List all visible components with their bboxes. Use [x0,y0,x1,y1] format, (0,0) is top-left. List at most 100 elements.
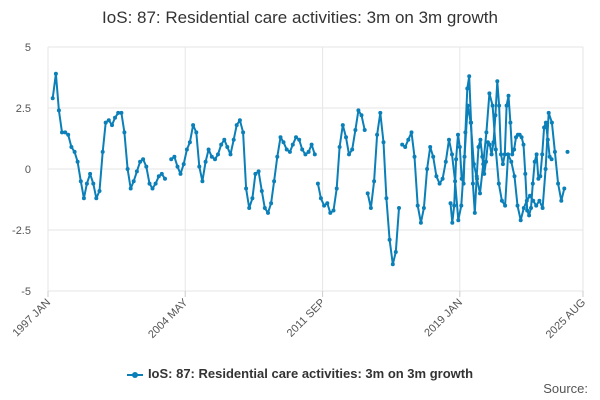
data-point [81,196,86,201]
data-point [437,181,442,186]
data-point [397,206,401,210]
data-point [480,154,485,159]
y-tick-label: -2.5 [12,225,31,237]
data-point [75,159,80,164]
data-point [474,174,479,179]
data-point [66,132,71,137]
data-point [269,201,274,206]
data-point [534,152,539,157]
data-point [262,206,267,210]
data-point [315,181,320,186]
data-point [538,174,543,179]
data-point [91,181,96,186]
legend[interactable]: IoS: 87: Residential care activities: 3m… [0,366,600,381]
data-point [542,125,547,130]
data-point [337,145,342,149]
data-point [530,181,535,186]
data-point [456,218,461,223]
data-point [545,137,550,142]
data-point [150,186,155,191]
y-tick-label: -5 [21,286,31,298]
data-point [53,71,58,76]
data-point [60,130,64,135]
y-tick-label: 2.5 [16,103,31,115]
data-point [181,162,186,167]
data-point [340,123,345,128]
data-point [529,206,533,210]
data-point [278,135,283,140]
data-point [546,110,551,115]
data-point [312,152,317,157]
data-point [344,135,348,140]
data-point [495,79,500,84]
data-point [334,186,339,191]
data-point [169,157,174,162]
data-point [510,152,515,157]
data-point [440,176,445,181]
data-point [448,201,453,206]
data-point [187,140,192,145]
data-point [406,137,411,142]
data-point [318,196,323,201]
data-point [459,176,464,181]
data-point [540,206,545,210]
data-point [141,157,146,162]
data-point [500,162,505,167]
data-point [469,120,474,125]
data-point [521,206,526,210]
data-point [381,140,386,145]
data-point [72,149,77,154]
legend-label: IoS: 87: Residential care activities: 3m… [147,366,474,381]
data-point [421,206,426,210]
data-point [110,123,114,128]
data-point [209,154,214,159]
data-point [353,128,358,132]
data-point [459,203,464,208]
data-point [156,174,161,179]
data-point [247,206,252,210]
legend-marker-icon [126,370,143,380]
data-point [543,167,548,171]
data-point [457,145,462,149]
data-point [362,128,367,132]
data-point [415,203,420,208]
data-point [378,110,383,115]
data-point [375,132,380,137]
data-point [290,142,295,147]
data-point [153,181,158,186]
data-point [175,164,180,169]
data-point [368,206,373,210]
data-point [403,145,408,149]
data-point [244,186,249,191]
data-point [287,149,292,154]
data-point [484,159,488,164]
data-point [138,159,143,164]
data-point [97,189,102,193]
data-point [306,149,311,154]
data-point [178,171,183,176]
data-point [518,218,523,223]
data-point [128,186,133,191]
data-point [487,91,492,96]
data-point [284,147,289,152]
y-axis: 5 2.5 0 -2.5 -5 [12,42,31,298]
data-point [491,140,496,145]
data-point [523,171,528,176]
data-point [454,157,459,162]
data-point [506,93,511,98]
data-point [225,145,230,149]
data-point [350,147,355,152]
chart-title: IoS: 87: Residential care activities: 3m… [102,8,498,27]
data-point [241,130,246,135]
data-point [272,179,277,184]
data-point [203,159,208,164]
data-point [216,152,220,157]
data-point [463,130,468,135]
x-tick-label: 2011 SEP [285,297,328,340]
data-point [131,179,136,184]
x-axis: 1997 JAN 2004 MAY 2011 SEP 2019 JAN 2025 AUG [10,291,588,341]
data-point [425,167,430,171]
data-point [499,198,504,203]
data-point [234,123,239,128]
